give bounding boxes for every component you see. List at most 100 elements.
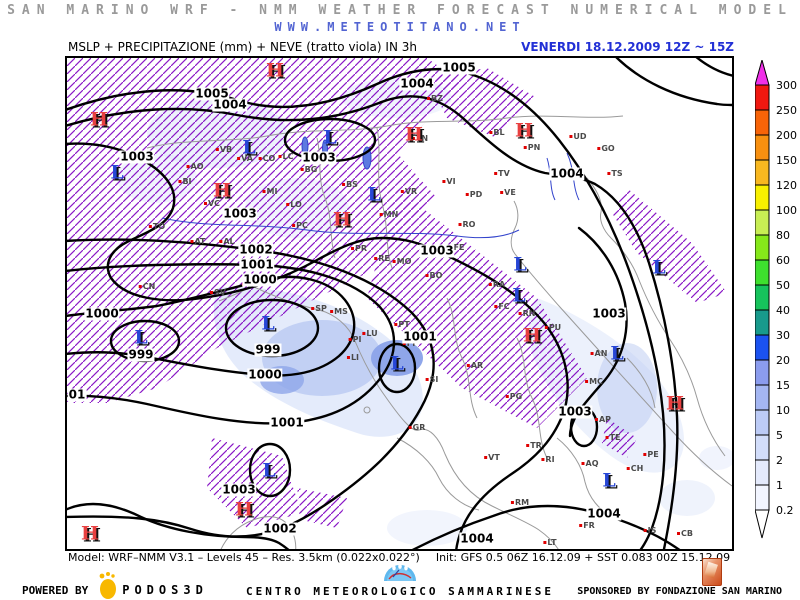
- city-label-ao: AO: [186, 163, 204, 171]
- model-info-left: Model: WRF–NMM V3.1 – Levels 45 – Res. 3…: [68, 551, 420, 564]
- city-label-cb: CB: [677, 530, 693, 538]
- city-label-bs: BS: [342, 181, 358, 189]
- city-dot: [219, 240, 223, 243]
- city-label-at: AT: [190, 238, 206, 246]
- city-dot: [425, 378, 429, 381]
- city-label-cn: CN: [138, 283, 155, 291]
- city-label-mc: MC: [585, 378, 603, 386]
- city-label-si: SI: [425, 376, 438, 384]
- colorbar-tick-label: 10: [776, 404, 790, 417]
- colorbar-tick-label: 250: [776, 104, 797, 117]
- isobar-label-1000: 1000: [242, 272, 278, 287]
- colorbar-segment: [755, 284, 770, 311]
- city-dot: [258, 157, 262, 160]
- low-pressure-marker: L: [323, 126, 337, 149]
- colorbar-segment: [755, 109, 770, 136]
- city-label-lc: LC: [278, 153, 293, 161]
- city-dot: [300, 168, 304, 171]
- low-pressure-marker: L: [602, 469, 616, 492]
- city-dot: [210, 291, 214, 294]
- city-dot: [203, 202, 207, 205]
- city-label-gr: GR: [408, 424, 425, 432]
- city-dot: [442, 180, 446, 183]
- meteo-dome-icon: [384, 564, 416, 581]
- high-pressure-marker: H: [235, 498, 253, 521]
- map-canvas: [67, 58, 732, 549]
- city-label-to: TO: [148, 223, 165, 231]
- low-pressure-marker: L: [390, 352, 404, 375]
- city-dot: [292, 224, 296, 227]
- city-dot: [465, 193, 469, 196]
- colorbar-tick-label: 150: [776, 154, 797, 167]
- isobar-label-999: 999: [254, 342, 282, 357]
- isobar-label-1003: 1003: [557, 404, 593, 419]
- low-pressure-marker: L: [610, 342, 624, 365]
- isobar-label-01: 01: [67, 387, 87, 402]
- city-label-fr: FR: [579, 522, 595, 530]
- city-dot: [518, 312, 522, 315]
- isobar-label-1002: 1002: [262, 521, 298, 536]
- city-dot: [590, 352, 594, 355]
- colorbar-segment: [755, 359, 770, 386]
- isobar-label-1004: 1004: [399, 76, 435, 91]
- city-label-mi: MI: [262, 188, 277, 196]
- isobar-label-1003: 1003: [591, 306, 627, 321]
- city-dot: [526, 444, 530, 447]
- isobar-label-1005: 1005: [194, 86, 230, 101]
- city-label-tr: TR: [526, 442, 542, 450]
- city-dot: [494, 172, 498, 175]
- isobar-label-1001: 1001: [269, 415, 305, 430]
- city-dot: [500, 191, 504, 194]
- city-dot: [427, 97, 431, 100]
- colorbar-tick-label: 100: [776, 204, 797, 217]
- city-dot: [523, 146, 527, 149]
- high-pressure-marker: H: [333, 208, 351, 231]
- model-info-line: Model: WRF–NMM V3.1 – Levels 45 – Res. 3…: [68, 551, 768, 564]
- forecast-datetime: VENERDI 18.12.2009 12Z ~ 15Z: [521, 40, 734, 54]
- city-label-pc: PC: [292, 222, 308, 230]
- colorbar-segment: [755, 184, 770, 211]
- low-pressure-marker: L: [513, 253, 527, 276]
- chart-description: MSLP + PRECIPITAZIONE (mm) + NEVE (tratt…: [68, 40, 417, 54]
- city-dot: [330, 310, 334, 313]
- city-dot: [178, 180, 182, 183]
- city-label-ms: MS: [330, 308, 348, 316]
- city-dot: [342, 183, 346, 186]
- city-label-vi: VI: [442, 178, 456, 186]
- city-dot: [510, 501, 514, 504]
- low-pressure-marker: L: [242, 136, 256, 159]
- city-dot: [484, 456, 488, 459]
- city-dot: [348, 338, 352, 341]
- low-pressure-marker: L: [652, 256, 666, 279]
- colorbar-tick-label: 2: [776, 454, 783, 467]
- footer-sponsored-by[interactable]: SPONSORED BY FONDAZIONE SAN MARINO: [577, 586, 782, 597]
- city-label-pt: PT: [394, 321, 410, 329]
- isobar-label-1003: 1003: [301, 150, 337, 165]
- colorbar-segment: [755, 134, 770, 161]
- city-dot: [148, 225, 152, 228]
- city-dot: [286, 203, 290, 206]
- city-dot: [677, 532, 681, 535]
- city-label-al: AL: [219, 238, 235, 246]
- footer-center-text[interactable]: CENTRO METEOROLOGICO SAMMARINESE: [246, 585, 554, 598]
- isobar-label-1004: 1004: [212, 97, 248, 112]
- low-pressure-marker: L: [110, 161, 124, 184]
- city-label-sp: SP: [311, 305, 327, 313]
- low-pressure-marker: L: [512, 284, 526, 307]
- city-label-tn: TN: [411, 135, 428, 143]
- colorbar-tick-label: 300: [776, 79, 797, 92]
- city-label-ar: AR: [466, 362, 483, 370]
- colorbar-segment: [755, 384, 770, 411]
- colorbar-segment: [755, 84, 770, 111]
- colorbar-segment: [755, 209, 770, 236]
- city-label-aq: AQ: [581, 460, 599, 468]
- podos3d-brand[interactable]: PODOS3D: [99, 572, 208, 599]
- city-dot: [425, 274, 429, 277]
- city-label-go: GO: [597, 145, 615, 153]
- city-label-lu: LU: [362, 330, 378, 338]
- colorbar-tick-label: 60: [776, 254, 790, 267]
- city-label-fi: FI: [402, 340, 415, 348]
- high-pressure-marker: H: [515, 119, 533, 142]
- low-pressure-marker: L: [262, 459, 276, 482]
